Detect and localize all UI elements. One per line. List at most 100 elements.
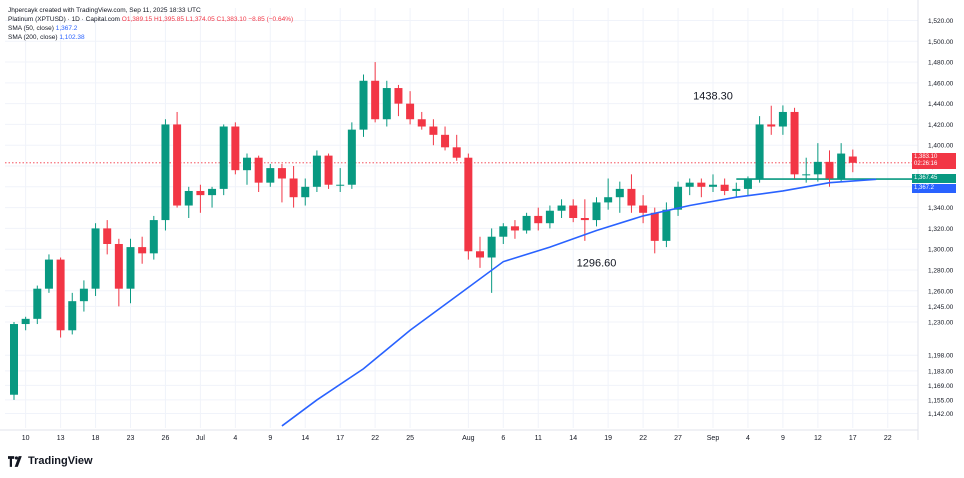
tradingview-logo-icon bbox=[8, 455, 22, 467]
created-line: Jhpercayk created with TradingView.com, … bbox=[8, 7, 201, 14]
candle-body bbox=[452, 147, 461, 158]
ohlc-low: L1,374.05 bbox=[185, 16, 215, 23]
candle-body bbox=[464, 157, 473, 252]
y-tick-label: 1,300.00 bbox=[928, 247, 954, 254]
y-tick-label: 1,520.00 bbox=[928, 18, 954, 25]
candle-body bbox=[336, 184, 345, 186]
candle-body bbox=[33, 288, 42, 319]
x-tick-label: 4 bbox=[746, 435, 750, 442]
candle-body bbox=[184, 190, 193, 206]
candle-body bbox=[510, 226, 519, 231]
candle-body bbox=[21, 318, 30, 325]
candle-body bbox=[767, 124, 776, 127]
y-tick-label: 1,460.00 bbox=[928, 80, 954, 87]
candle-body bbox=[312, 155, 321, 187]
candle-body bbox=[476, 251, 484, 258]
y-tick-label: 1,500.00 bbox=[928, 39, 954, 46]
candle-body bbox=[813, 161, 822, 175]
x-tick-label: 26 bbox=[162, 435, 170, 442]
x-tick-label: 14 bbox=[301, 435, 309, 442]
candle-body bbox=[266, 168, 275, 183]
chart-legend: Jhpercayk created with TradingView.com, … bbox=[8, 6, 293, 42]
candle-body bbox=[487, 236, 496, 258]
y-tick-label: 1,480.00 bbox=[928, 60, 954, 67]
candle-body bbox=[615, 188, 624, 198]
y-tick-label: 1,340.00 bbox=[928, 205, 954, 212]
x-tick-label: 22 bbox=[371, 435, 379, 442]
x-tick-label: 17 bbox=[849, 435, 857, 442]
x-tick-label: 10 bbox=[22, 435, 30, 442]
symbol-label: Platinum (XPTUSD) · 1D · Capital.com bbox=[8, 16, 120, 23]
sma50-line bbox=[281, 178, 877, 427]
ohlc-high: H1,395.85 bbox=[153, 16, 184, 23]
y-axis-labels: 1,520.00 1,500.00 1,480.00 1,460.00 1,440.00… bbox=[928, 18, 954, 418]
candle-body bbox=[580, 218, 589, 221]
sma-price-value: 1,367.2 bbox=[914, 185, 935, 192]
candle-body bbox=[662, 209, 671, 241]
candle-body bbox=[417, 119, 426, 127]
hline-price-badge: 1,367.45 bbox=[912, 173, 956, 183]
candle-body bbox=[231, 126, 240, 171]
candle-body bbox=[10, 324, 18, 395]
candle-body bbox=[697, 182, 706, 187]
y-tick-label: 1,245.00 bbox=[928, 304, 954, 311]
candle-body bbox=[56, 259, 65, 331]
candle-body bbox=[650, 212, 659, 241]
y-tick-label: 1,420.00 bbox=[928, 122, 954, 129]
candle-body bbox=[382, 88, 391, 120]
x-axis-labels: 10 13 18 23 26 Jul 4 9 14 17 22 25 Aug 6 11 14 19 22 27 Sep… bbox=[22, 435, 892, 442]
candle-body bbox=[347, 129, 356, 185]
sma-price-badge: 1,367.2 bbox=[912, 184, 956, 194]
y-tick-label: 1,280.00 bbox=[928, 267, 954, 274]
candle-body bbox=[103, 228, 112, 244]
x-tick-label: 22 bbox=[639, 435, 647, 442]
sma200-row[interactable]: SMA (200, close) 1,102.38 bbox=[8, 33, 293, 42]
candle-body bbox=[359, 80, 368, 130]
x-tick-label: 14 bbox=[569, 435, 577, 442]
y-tick-label: 1,169.00 bbox=[928, 383, 954, 390]
candle-body bbox=[429, 126, 438, 135]
x-tick-label: Aug bbox=[462, 435, 475, 442]
candle-body bbox=[627, 188, 636, 206]
candle-body bbox=[720, 184, 729, 191]
candle-body bbox=[709, 184, 717, 187]
last-price-badge: 1,383.10 02:26:16 bbox=[912, 152, 956, 169]
ohlc-open: O1,389.15 bbox=[121, 16, 153, 23]
y-tick-label: 1,320.00 bbox=[928, 226, 954, 233]
candle-body bbox=[289, 178, 298, 198]
countdown-value: 02:26:16 bbox=[914, 160, 938, 167]
ohlc-change: −8.85 (−0.64%) bbox=[248, 16, 294, 23]
candle-body bbox=[44, 259, 53, 289]
candle-body bbox=[219, 126, 228, 189]
candle-body bbox=[441, 134, 450, 148]
x-tick-label: 9 bbox=[268, 435, 272, 442]
hline-price-value: 1,367.45 bbox=[914, 174, 938, 181]
candle-body bbox=[848, 156, 857, 163]
candle-body bbox=[406, 103, 415, 120]
price-annotation: 1438.30 bbox=[693, 90, 733, 102]
x-tick-label: 19 bbox=[604, 435, 612, 442]
y-tick-label: 1,260.00 bbox=[928, 288, 954, 295]
y-tick-label: 1,155.00 bbox=[928, 397, 954, 404]
candle-body bbox=[592, 202, 601, 221]
sma50-row[interactable]: SMA (50, close) 1,367.2 bbox=[8, 24, 293, 33]
x-tick-label: 13 bbox=[57, 435, 65, 442]
x-tick-label: 6 bbox=[501, 435, 505, 442]
candle-body bbox=[301, 186, 310, 198]
candle-body bbox=[371, 80, 380, 120]
candle-body bbox=[138, 247, 147, 254]
candle-body bbox=[569, 205, 578, 218]
candle-body bbox=[743, 178, 752, 189]
candle-body bbox=[254, 157, 263, 183]
x-tick-label: 25 bbox=[406, 435, 414, 442]
candle-body bbox=[173, 124, 182, 206]
tradingview-brand[interactable]: TradingView bbox=[8, 455, 93, 467]
y-tick-label: 1,230.00 bbox=[928, 319, 954, 326]
candle-body bbox=[522, 215, 531, 231]
x-tick-label: 18 bbox=[92, 435, 100, 442]
last-price-value: 1,383.10 bbox=[914, 153, 938, 160]
candle-body bbox=[639, 205, 648, 213]
sma200-label: SMA (200, close) bbox=[8, 34, 58, 41]
x-tick-label: 9 bbox=[781, 435, 785, 442]
